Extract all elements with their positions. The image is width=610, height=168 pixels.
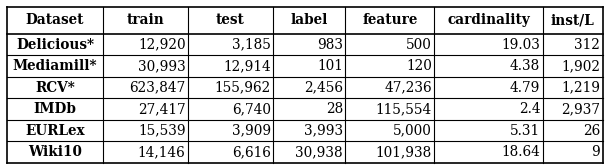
Text: Mediamill*: Mediamill*: [13, 59, 98, 73]
Text: 983: 983: [317, 38, 343, 52]
Text: 4.38: 4.38: [510, 59, 540, 73]
Text: 30,938: 30,938: [295, 145, 343, 159]
Text: 4.79: 4.79: [510, 81, 540, 95]
Text: 3,993: 3,993: [304, 124, 343, 138]
Text: 6,616: 6,616: [232, 145, 271, 159]
Text: 12,920: 12,920: [138, 38, 185, 52]
Text: 5.31: 5.31: [510, 124, 540, 138]
Text: 28: 28: [326, 102, 343, 116]
Text: test: test: [216, 13, 245, 27]
Text: 312: 312: [575, 38, 600, 52]
Text: 15,539: 15,539: [138, 124, 185, 138]
Text: 2,937: 2,937: [561, 102, 600, 116]
Text: cardinality: cardinality: [447, 13, 530, 27]
Text: IMDb: IMDb: [34, 102, 76, 116]
Text: 1,219: 1,219: [561, 81, 600, 95]
Text: 2,456: 2,456: [304, 81, 343, 95]
Text: Delicious*: Delicious*: [16, 38, 94, 52]
Text: Wiki10: Wiki10: [28, 145, 82, 159]
Text: train: train: [126, 13, 164, 27]
Text: 26: 26: [583, 124, 600, 138]
Text: 1,902: 1,902: [561, 59, 600, 73]
Text: 12,914: 12,914: [223, 59, 271, 73]
Text: 30,993: 30,993: [138, 59, 185, 73]
Text: 155,962: 155,962: [215, 81, 271, 95]
Text: 5,000: 5,000: [393, 124, 432, 138]
Text: 27,417: 27,417: [138, 102, 185, 116]
Text: 6,740: 6,740: [232, 102, 271, 116]
Text: 623,847: 623,847: [129, 81, 185, 95]
Text: 101,938: 101,938: [376, 145, 432, 159]
Text: 2.4: 2.4: [518, 102, 540, 116]
Text: 500: 500: [406, 38, 432, 52]
Text: 101: 101: [317, 59, 343, 73]
Text: 3,909: 3,909: [232, 124, 271, 138]
Text: 18.64: 18.64: [501, 145, 540, 159]
Text: feature: feature: [362, 13, 417, 27]
Text: 9: 9: [592, 145, 600, 159]
Text: 47,236: 47,236: [384, 81, 432, 95]
Text: 19.03: 19.03: [501, 38, 540, 52]
Text: inst/L: inst/L: [551, 13, 595, 27]
Text: Dataset: Dataset: [26, 13, 84, 27]
Text: 14,146: 14,146: [138, 145, 185, 159]
Text: 3,185: 3,185: [232, 38, 271, 52]
Text: label: label: [290, 13, 328, 27]
Text: 115,554: 115,554: [376, 102, 432, 116]
Text: 120: 120: [406, 59, 432, 73]
Text: EURLex: EURLex: [25, 124, 85, 138]
Text: RCV*: RCV*: [35, 81, 75, 95]
